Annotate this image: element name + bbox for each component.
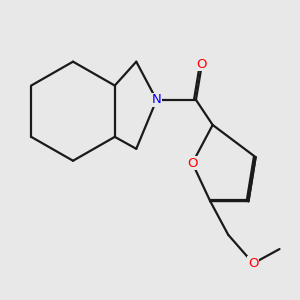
Text: N: N [152, 93, 161, 106]
Text: O: O [248, 257, 259, 270]
Text: O: O [197, 58, 207, 70]
Text: O: O [187, 157, 198, 169]
